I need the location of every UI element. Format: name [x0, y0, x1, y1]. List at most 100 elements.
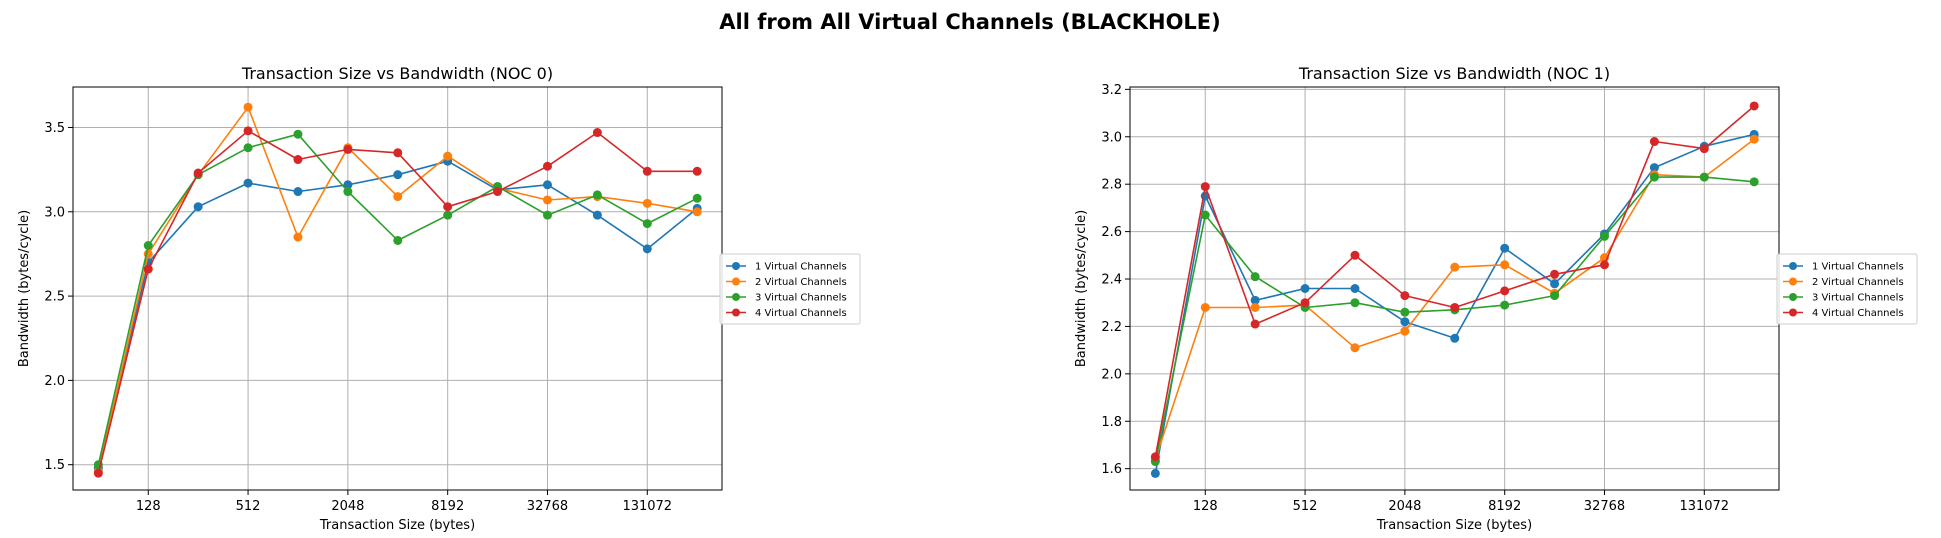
y-tick-label: 1.5 [44, 458, 65, 473]
data-point [642, 198, 652, 208]
data-point [1550, 269, 1560, 279]
data-point [592, 190, 602, 200]
legend: 1 Virtual Channels 2 Virtual Channels 3 Vi… [1776, 253, 1918, 325]
plot-frame [72, 86, 723, 491]
series-line-1 [97, 160, 698, 469]
legend-box [719, 253, 861, 325]
data-point [692, 166, 702, 176]
y-tick-label: 2.0 [1101, 367, 1122, 382]
x-tick-label: 8192 [431, 499, 464, 514]
data-point [393, 170, 403, 180]
legend-label: 3 Virtual Channels [755, 293, 847, 304]
data-point [443, 202, 453, 212]
data-point [443, 151, 453, 161]
data-point [1350, 343, 1360, 353]
y-tick-label: 3.0 [44, 205, 65, 220]
x-tick-label: 512 [1293, 499, 1318, 514]
x-tick-label: 2048 [1388, 499, 1421, 514]
x-tick-label: 32768 [527, 499, 568, 514]
data-point [1400, 307, 1410, 317]
y-tick-label: 2.6 [1101, 225, 1122, 240]
legend: 1 Virtual Channels 2 Virtual Channels 3 Vi… [719, 253, 861, 325]
data-point [1749, 134, 1759, 144]
data-point [1250, 295, 1260, 305]
data-point [293, 155, 303, 165]
y-tick-label: 3.0 [1101, 130, 1122, 145]
data-point [1500, 286, 1510, 296]
y-axis-label: Bandwidth (bytes/cycle) [17, 210, 32, 367]
data-point [1550, 279, 1560, 289]
data-point [1649, 172, 1659, 182]
data-point [143, 264, 153, 274]
data-point [143, 241, 153, 251]
legend-label: 4 Virtual Channels [1812, 308, 1904, 319]
data-point [1350, 298, 1360, 308]
legend-label: 3 Virtual Channels [1812, 293, 1904, 304]
data-point [293, 187, 303, 197]
plot-frame [1129, 86, 1780, 491]
data-point [1300, 298, 1310, 308]
y-tick-label: 3.5 [44, 121, 65, 136]
y-tick-label: 2.5 [44, 290, 65, 305]
data-point [692, 193, 702, 203]
figure-title: All from All Virtual Channels (BLACKHOLE… [719, 10, 1221, 34]
legend-marker [732, 293, 740, 301]
data-point [1200, 210, 1210, 220]
data-point [542, 161, 552, 171]
data-point [93, 468, 103, 478]
data-point [243, 143, 253, 153]
x-tick-label: 512 [236, 499, 261, 514]
data-point [493, 187, 503, 197]
x-tick-label: 32768 [1584, 499, 1625, 514]
y-tick-label: 2.4 [1101, 273, 1122, 288]
y-tick-label: 2.0 [44, 374, 65, 389]
data-point [343, 187, 353, 197]
series-line-4 [97, 130, 698, 474]
data-point [1200, 182, 1210, 192]
legend-label: 1 Virtual Channels [1812, 262, 1904, 273]
data-point [1150, 468, 1160, 478]
data-point [592, 210, 602, 220]
legend-box [1776, 253, 1918, 325]
data-point [243, 102, 253, 112]
data-point [1150, 452, 1160, 462]
chart-panel-1: 128 512 2048 8192 32768 131072 1.5 2.0 2.5 3.0 3.5… [17, 64, 861, 533]
data-point [1400, 317, 1410, 327]
data-point [393, 235, 403, 245]
data-point [193, 202, 203, 212]
data-point [642, 166, 652, 176]
y-tick-label: 3.2 [1101, 83, 1122, 98]
data-point [1699, 172, 1709, 182]
data-point [443, 210, 453, 220]
x-tick-label: 2048 [331, 499, 364, 514]
data-point [1250, 319, 1260, 329]
data-point [1500, 243, 1510, 253]
data-point [1300, 284, 1310, 293]
legend-marker [1789, 277, 1797, 286]
data-point [1599, 260, 1609, 270]
data-point [592, 128, 602, 138]
chart-panel-2: 128 512 2048 8192 32768 131072 1.6 1.8 2.0 2.2 2.4… [1074, 64, 1918, 533]
y-tick-label: 1.8 [1101, 415, 1122, 430]
data-point [393, 148, 403, 158]
y-tick-label: 2.2 [1101, 320, 1122, 335]
x-tick-label: 128 [136, 499, 161, 514]
data-point [542, 210, 552, 220]
data-point [1550, 291, 1560, 301]
data-point [692, 207, 702, 217]
data-point [393, 192, 403, 202]
legend-marker [732, 262, 740, 270]
data-point [1250, 272, 1260, 282]
data-point [1749, 177, 1759, 187]
data-point [193, 168, 203, 178]
legend-label: 2 Virtual Channels [1812, 277, 1904, 288]
x-tick-label: 131072 [622, 499, 672, 514]
legend-label: 1 Virtual Channels [755, 262, 847, 273]
data-point [1649, 163, 1659, 173]
data-point [1749, 101, 1759, 111]
series-line-4 [1154, 105, 1755, 457]
x-axis-label: Transaction Size (bytes) [1376, 518, 1532, 533]
legend-label: 2 Virtual Channels [755, 277, 847, 288]
series-line-2 [1154, 138, 1755, 460]
